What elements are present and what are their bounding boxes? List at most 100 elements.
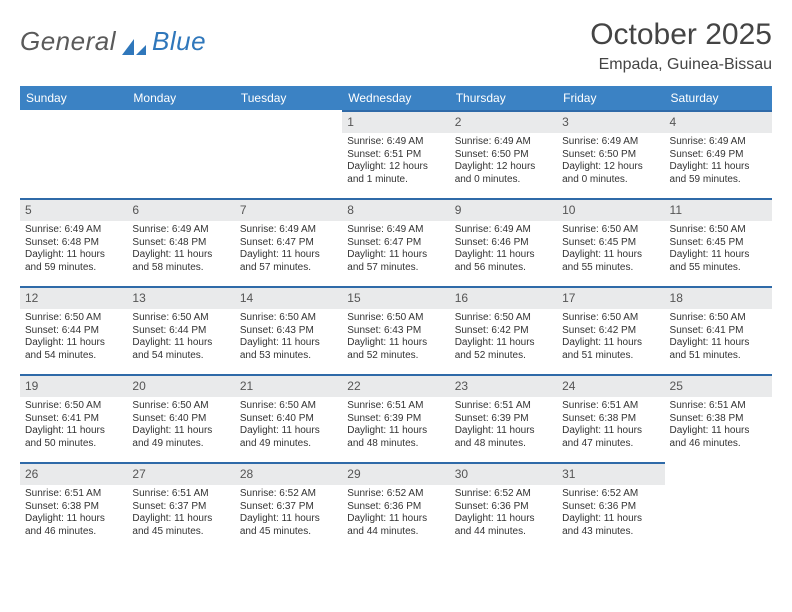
sunset-text: Sunset: 6:41 PM: [25, 413, 122, 426]
day-number: 24: [557, 374, 664, 397]
sunrise-text: Sunrise: 6:49 AM: [455, 224, 552, 237]
weekday-head: Sunday: [20, 86, 127, 110]
calendar-cell: 12Sunrise: 6:50 AMSunset: 6:44 PMDayligh…: [20, 286, 127, 374]
calendar-cell: 22 Sunrise: 6:51 AMSunset: 6:39 PMDayligh…: [342, 374, 449, 462]
daylight-text: Daylight: 12 hours and 0 minutes.: [562, 161, 659, 186]
sunrise-text: Sunrise: 6:50 AM: [562, 224, 659, 237]
sunrise-text: Sunrise: 6:50 AM: [25, 312, 122, 325]
day-body: Sunrise: 6:51 AMSunset: 6:38 PMDaylight:…: [557, 397, 664, 454]
sunset-text: Sunset: 6:46 PM: [455, 237, 552, 250]
day-body: Sunrise: 6:50 AMSunset: 6:43 PMDaylight:…: [342, 309, 449, 366]
day-number: 7: [235, 198, 342, 221]
day-body: Sunrise: 6:49 AMSunset: 6:50 PMDaylight:…: [450, 133, 557, 190]
daylight-text: Daylight: 11 hours and 52 minutes.: [347, 337, 444, 362]
day-number: 14: [235, 286, 342, 309]
day-number: 20: [127, 374, 234, 397]
daylight-text: Daylight: 11 hours and 51 minutes.: [562, 337, 659, 362]
day-body: Sunrise: 6:52 AMSunset: 6:37 PMDaylight:…: [235, 485, 342, 542]
day-number: 21: [235, 374, 342, 397]
day-number: 3: [557, 110, 664, 133]
sunset-text: Sunset: 6:50 PM: [562, 149, 659, 162]
sunset-text: Sunset: 6:51 PM: [347, 149, 444, 162]
calendar-cell: 28Sunrise: 6:52 AMSunset: 6:37 PMDayligh…: [235, 462, 342, 548]
calendar-cell: 30Sunrise: 6:52 AMSunset: 6:36 PMDayligh…: [450, 462, 557, 548]
sunset-text: Sunset: 6:40 PM: [132, 413, 229, 426]
day-body: Sunrise: 6:50 AMSunset: 6:42 PMDaylight:…: [450, 309, 557, 366]
day-body: Sunrise: 6:51 AMSunset: 6:39 PMDaylight:…: [450, 397, 557, 454]
sunset-text: Sunset: 6:38 PM: [562, 413, 659, 426]
calendar-cell: [665, 462, 772, 548]
sunset-text: Sunset: 6:42 PM: [455, 325, 552, 338]
location-label: Empada, Guinea-Bissau: [590, 56, 772, 74]
daylight-text: Daylight: 11 hours and 48 minutes.: [347, 425, 444, 450]
weekday-head: Monday: [127, 86, 234, 110]
daylight-text: Daylight: 11 hours and 57 minutes.: [347, 249, 444, 274]
sunrise-text: Sunrise: 6:52 AM: [347, 488, 444, 501]
sunset-text: Sunset: 6:39 PM: [347, 413, 444, 426]
sunrise-text: Sunrise: 6:50 AM: [670, 224, 767, 237]
weekday-head: Tuesday: [235, 86, 342, 110]
sunrise-text: Sunrise: 6:49 AM: [240, 224, 337, 237]
day-number: 22: [342, 374, 449, 397]
sunrise-text: Sunrise: 6:52 AM: [455, 488, 552, 501]
sunset-text: Sunset: 6:37 PM: [240, 501, 337, 514]
day-body: Sunrise: 6:52 AMSunset: 6:36 PMDaylight:…: [450, 485, 557, 542]
daylight-text: Daylight: 11 hours and 44 minutes.: [455, 513, 552, 538]
day-body: Sunrise: 6:50 AMSunset: 6:40 PMDaylight:…: [235, 397, 342, 454]
day-number: 4: [665, 110, 772, 133]
sunrise-text: Sunrise: 6:50 AM: [562, 312, 659, 325]
sunset-text: Sunset: 6:41 PM: [670, 325, 767, 338]
calendar-week-row: 19Sunrise: 6:50 AMSunset: 6:41 PMDayligh…: [20, 374, 772, 462]
sunset-text: Sunset: 6:45 PM: [562, 237, 659, 250]
sunrise-text: Sunrise: 6:51 AM: [670, 400, 767, 413]
day-body: Sunrise: 6:49 AMSunset: 6:47 PMDaylight:…: [235, 221, 342, 278]
calendar-cell: 31Sunrise: 6:52 AMSunset: 6:36 PMDayligh…: [557, 462, 664, 548]
calendar-cell: [235, 110, 342, 198]
weekday-header-row: Sunday Monday Tuesday Wednesday Thursday…: [20, 86, 772, 110]
day-number: 18: [665, 286, 772, 309]
weekday-head: Wednesday: [342, 86, 449, 110]
sunset-text: Sunset: 6:40 PM: [240, 413, 337, 426]
sunset-text: Sunset: 6:47 PM: [240, 237, 337, 250]
day-body: Sunrise: 6:49 AMSunset: 6:51 PMDaylight:…: [342, 133, 449, 190]
day-number: 10: [557, 198, 664, 221]
calendar-cell: 25Sunrise: 6:51 AMSunset: 6:38 PMDayligh…: [665, 374, 772, 462]
sunrise-text: Sunrise: 6:51 AM: [132, 488, 229, 501]
day-number: 2: [450, 110, 557, 133]
daylight-text: Daylight: 11 hours and 49 minutes.: [240, 425, 337, 450]
day-number: 23: [450, 374, 557, 397]
daylight-text: Daylight: 11 hours and 57 minutes.: [240, 249, 337, 274]
day-body: Sunrise: 6:51 AMSunset: 6:38 PMDaylight:…: [665, 397, 772, 454]
daylight-text: Daylight: 11 hours and 50 minutes.: [25, 425, 122, 450]
day-body: Sunrise: 6:51 AMSunset: 6:37 PMDaylight:…: [127, 485, 234, 542]
sunrise-text: Sunrise: 6:50 AM: [670, 312, 767, 325]
calendar-cell: [127, 110, 234, 198]
day-body: Sunrise: 6:51 AMSunset: 6:38 PMDaylight:…: [20, 485, 127, 542]
day-number: 27: [127, 462, 234, 485]
daylight-text: Daylight: 11 hours and 55 minutes.: [670, 249, 767, 274]
day-body: Sunrise: 6:50 AMSunset: 6:41 PMDaylight:…: [665, 309, 772, 366]
day-number: 28: [235, 462, 342, 485]
day-body: Sunrise: 6:50 AMSunset: 6:43 PMDaylight:…: [235, 309, 342, 366]
calendar-cell: 4Sunrise: 6:49 AMSunset: 6:49 PMDaylight…: [665, 110, 772, 198]
sunrise-text: Sunrise: 6:50 AM: [240, 400, 337, 413]
day-number: 17: [557, 286, 664, 309]
calendar-cell: 5Sunrise: 6:49 AMSunset: 6:48 PMDaylight…: [20, 198, 127, 286]
day-body: Sunrise: 6:50 AMSunset: 6:42 PMDaylight:…: [557, 309, 664, 366]
sunrise-text: Sunrise: 6:51 AM: [347, 400, 444, 413]
day-number: 31: [557, 462, 664, 485]
sunrise-text: Sunrise: 6:51 AM: [455, 400, 552, 413]
daylight-text: Daylight: 11 hours and 52 minutes.: [455, 337, 552, 362]
daylight-text: Daylight: 12 hours and 0 minutes.: [455, 161, 552, 186]
calendar-week-row: 5Sunrise: 6:49 AMSunset: 6:48 PMDaylight…: [20, 198, 772, 286]
sunrise-text: Sunrise: 6:50 AM: [240, 312, 337, 325]
day-body: Sunrise: 6:49 AMSunset: 6:48 PMDaylight:…: [20, 221, 127, 278]
brand-logo: General Blue: [20, 18, 206, 57]
daylight-text: Daylight: 11 hours and 45 minutes.: [132, 513, 229, 538]
brand-sail-icon: [120, 37, 148, 57]
sunset-text: Sunset: 6:36 PM: [347, 501, 444, 514]
daylight-text: Daylight: 11 hours and 56 minutes.: [455, 249, 552, 274]
day-body: Sunrise: 6:52 AMSunset: 6:36 PMDaylight:…: [342, 485, 449, 542]
sunset-text: Sunset: 6:43 PM: [240, 325, 337, 338]
day-body: Sunrise: 6:50 AMSunset: 6:40 PMDaylight:…: [127, 397, 234, 454]
